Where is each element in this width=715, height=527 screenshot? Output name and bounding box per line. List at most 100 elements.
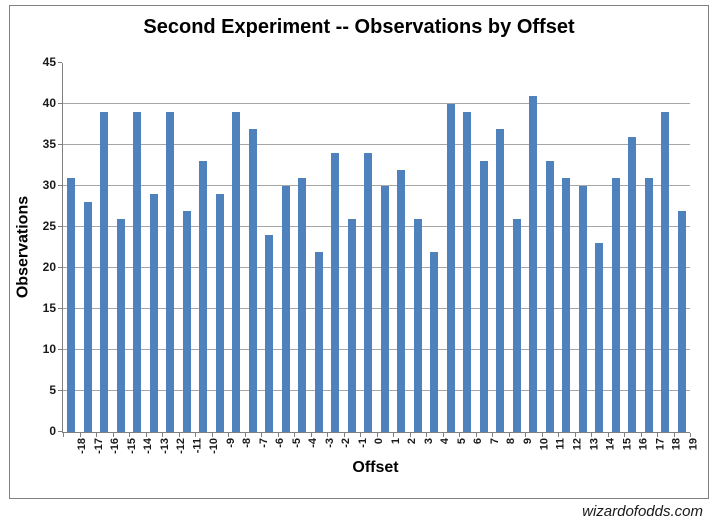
bar (249, 129, 257, 432)
x-tick-label-text: -10 (208, 438, 221, 454)
x-axis-tick (179, 433, 180, 437)
bar (562, 178, 570, 432)
bar (298, 178, 306, 432)
x-axis-tick (410, 433, 411, 437)
bar (513, 219, 521, 432)
x-axis-tick (575, 433, 576, 437)
x-tick-label-text: 11 (554, 438, 567, 450)
x-tick-label-text: 2 (406, 438, 419, 445)
x-axis-tick (690, 433, 691, 437)
x-tick-label-text: 18 (670, 438, 683, 451)
x-axis-tick (360, 433, 361, 437)
bar (546, 161, 554, 432)
x-axis-tick (294, 433, 295, 437)
gridline (63, 226, 690, 227)
x-tick-label-text: 4 (439, 438, 452, 445)
chart-title: Second Experiment -- Observations by Off… (143, 16, 575, 38)
bar (381, 186, 389, 432)
x-tick-label-text: -6 (274, 438, 287, 448)
x-axis-tick (558, 433, 559, 437)
x-axis-tick (542, 433, 543, 437)
bar (414, 219, 422, 432)
y-axis-tick (58, 390, 62, 391)
bar (645, 178, 653, 432)
bar (678, 211, 686, 432)
y-axis-tick (58, 431, 62, 432)
gridline (63, 144, 690, 145)
bar (216, 194, 224, 432)
x-axis-tick (212, 433, 213, 437)
y-axis-tick (58, 185, 62, 186)
x-axis-tick (426, 433, 427, 437)
x-tick-label-text: -15 (125, 438, 138, 454)
bar (199, 161, 207, 432)
x-tick-label-text: -16 (109, 438, 122, 454)
bar (463, 112, 471, 432)
bar (100, 112, 108, 432)
watermark-text: wizardofodds.com (582, 503, 703, 520)
x-tick-label-text: 12 (571, 438, 584, 451)
y-axis-tick (58, 267, 62, 268)
x-tick-label-text: -14 (142, 438, 155, 454)
bar (67, 178, 75, 432)
x-tick-label-text: 9 (521, 438, 534, 445)
x-tick-label-text: 3 (422, 438, 435, 445)
x-tick-label-text: -5 (290, 438, 303, 448)
y-tick-label: 40 (42, 96, 56, 110)
x-axis-tick (311, 433, 312, 437)
x-axis-tick (674, 433, 675, 437)
x-tick-label-text: -1 (356, 438, 369, 448)
x-axis-tick (96, 433, 97, 437)
bar (430, 252, 438, 432)
bar (265, 235, 273, 432)
bar (447, 104, 455, 432)
x-axis-tick (278, 433, 279, 437)
x-axis-tick (443, 433, 444, 437)
x-axis-tick (327, 433, 328, 437)
y-tick-label: 45 (42, 55, 56, 69)
x-axis-tick (641, 433, 642, 437)
bar (166, 112, 174, 432)
y-tick-label: 5 (49, 383, 56, 397)
bar (282, 186, 290, 432)
bar (480, 161, 488, 432)
x-axis-tick (113, 433, 114, 437)
y-tick-label: 25 (42, 219, 56, 233)
x-axis-tick (591, 433, 592, 437)
x-axis-tick (63, 433, 64, 437)
x-axis-tick (162, 433, 163, 437)
y-axis-tick (58, 349, 62, 350)
x-tick-label-text: 16 (637, 438, 650, 451)
plot-area (58, 62, 691, 437)
bar (364, 153, 372, 432)
bar (496, 129, 504, 432)
bar (331, 153, 339, 432)
bar (315, 252, 323, 432)
x-tick-label-text: -12 (175, 438, 188, 454)
x-tick-label-text: -8 (241, 438, 254, 448)
x-axis-tick (195, 433, 196, 437)
y-tick-label: 20 (42, 260, 56, 274)
x-tick-label-text: 0 (373, 438, 386, 445)
x-tick-label-text: -17 (92, 438, 105, 454)
gridline (63, 267, 690, 268)
x-axis-tick (377, 433, 378, 437)
x-axis-tick (261, 433, 262, 437)
x-tick-label-text: 6 (472, 438, 485, 445)
x-tick-label-text: -9 (224, 438, 237, 448)
x-axis-tick (476, 433, 477, 437)
x-tick-label-text: -3 (323, 438, 336, 448)
bar (150, 194, 158, 432)
y-axis-tick (58, 144, 62, 145)
chart-frame (9, 5, 709, 499)
y-tick-label: 30 (42, 178, 56, 192)
x-tick-label-text: 14 (604, 438, 617, 451)
bar (529, 96, 537, 432)
x-axis-tick (492, 433, 493, 437)
bar (183, 211, 191, 432)
x-axis-tick (525, 433, 526, 437)
bar (232, 112, 240, 432)
gridline (63, 103, 690, 104)
x-axis-tick (245, 433, 246, 437)
gridline (63, 390, 690, 391)
